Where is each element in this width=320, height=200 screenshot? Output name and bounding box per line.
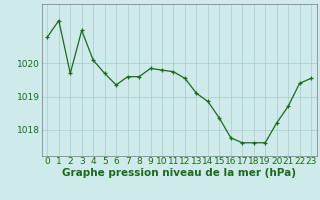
X-axis label: Graphe pression niveau de la mer (hPa): Graphe pression niveau de la mer (hPa) [62,168,296,178]
